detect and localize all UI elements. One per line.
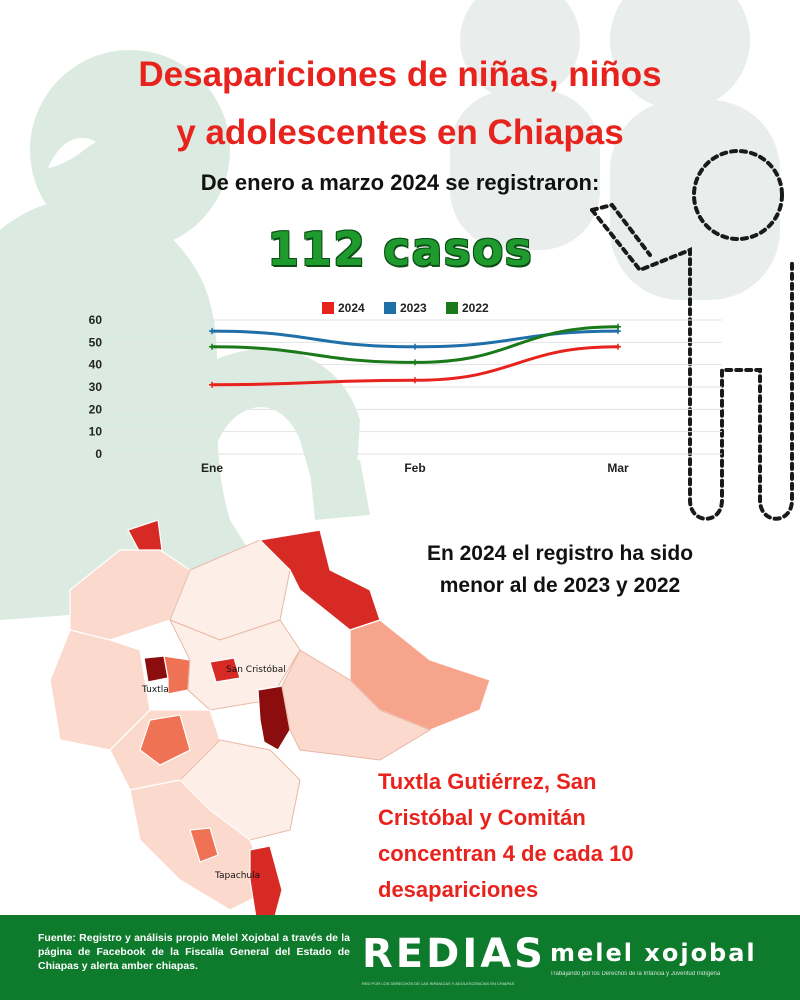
region-northwest xyxy=(69,549,191,641)
concentration-line-2: Cristóbal y Comitán xyxy=(378,805,586,830)
gray-person-body-1 xyxy=(450,90,600,250)
data-point xyxy=(412,359,418,366)
y-tick-label: 20 xyxy=(89,402,103,416)
map-label-tapachula: Tapachula xyxy=(214,871,260,881)
gray-person-head-1 xyxy=(460,0,580,100)
region-tuxtla-neighbor xyxy=(163,655,191,695)
map-label-tuxtla: Tuxtla xyxy=(141,685,169,695)
redias-logo-text: REDIAS xyxy=(362,931,546,977)
mint-circle-top xyxy=(30,50,230,250)
x-tick-label: Ene xyxy=(201,461,223,475)
data-point xyxy=(412,343,418,350)
comparison-line-1: En 2024 el registro ha sido xyxy=(426,542,694,565)
y-tick-label: 40 xyxy=(89,358,103,372)
title-line-2: y adolescentes en Chiapas xyxy=(176,113,624,152)
source-note: Fuente: Registro y análisis propio Melel… xyxy=(38,932,350,972)
chiapas-map: Tuxtla San Cristóbal Tapachula xyxy=(50,519,490,921)
region-central-medium xyxy=(139,714,191,766)
legend-label: 2023 xyxy=(400,301,427,315)
y-tick-label: 10 xyxy=(89,425,103,439)
region-coast-medium xyxy=(189,827,219,863)
concentration-line-4: desapariciones xyxy=(378,877,539,902)
melel-xojobal-logo: melel xojobal Trabajando por los Derecho… xyxy=(550,939,770,989)
melel-tagline: Trabajando por los Derechos de la Infanc… xyxy=(550,971,721,977)
legend-label: 2024 xyxy=(338,301,365,315)
y-tick-label: 30 xyxy=(89,380,103,394)
comparison-note: En 2024 el registro ha sido menor al de … xyxy=(370,538,750,602)
leaf-icon xyxy=(48,137,96,168)
redias-logo: REDIAS RED POR LOS DERECHOS DE LAS INFAN… xyxy=(362,931,543,991)
data-point xyxy=(209,381,215,388)
redias-tagline: RED POR LOS DERECHOS DE LAS INFANCIAS Y … xyxy=(362,981,515,986)
x-tick-label: Feb xyxy=(404,461,425,475)
page-title: Desapariciones de niñas, niños y adolesc… xyxy=(40,46,760,162)
comparison-line-2: menor al de 2023 y 2022 xyxy=(439,574,681,597)
mint-arch xyxy=(150,348,360,600)
region-tapachula xyxy=(249,845,283,921)
data-point xyxy=(615,323,621,330)
melel-logo-text: melel xojobal xyxy=(550,939,757,967)
data-point xyxy=(615,343,621,350)
title-line-1: Desapariciones de niñas, niños xyxy=(138,55,662,94)
legend-swatch xyxy=(446,302,458,314)
legend-label: 2022 xyxy=(462,301,489,315)
case-count: 112 casos xyxy=(267,222,533,276)
gray-person-head-2 xyxy=(610,0,750,110)
legend-swatch xyxy=(322,302,334,314)
person-outline-icon xyxy=(590,149,794,521)
line-chart: 0 10 20 30 40 50 60 Ene Feb Mar 2024 2023 2022 xyxy=(89,301,722,475)
y-tick-label: 60 xyxy=(89,313,103,327)
data-point xyxy=(209,328,215,335)
x-tick-label: Mar xyxy=(607,461,629,475)
concentration-note: Tuxtla Gutiérrez, San Cristóbal y Comitá… xyxy=(378,764,748,908)
concentration-line-1: Tuxtla Gutiérrez, San xyxy=(378,769,597,794)
concentration-line-3: concentran 4 de cada 10 xyxy=(378,841,634,866)
map-label-san-cristobal: San Cristóbal xyxy=(226,664,286,675)
footer: Fuente: Registro y análisis propio Melel… xyxy=(0,915,800,1000)
y-tick-label: 0 xyxy=(95,447,102,461)
region-southeast xyxy=(281,649,432,761)
fork-shape xyxy=(310,460,370,520)
data-point xyxy=(209,343,215,350)
region-san-cristobal xyxy=(209,657,241,683)
data-point xyxy=(412,377,418,384)
legend-swatch xyxy=(384,302,396,314)
subtitle: De enero a marzo 2024 se registraron: xyxy=(200,170,600,195)
y-tick-label: 50 xyxy=(89,335,103,349)
